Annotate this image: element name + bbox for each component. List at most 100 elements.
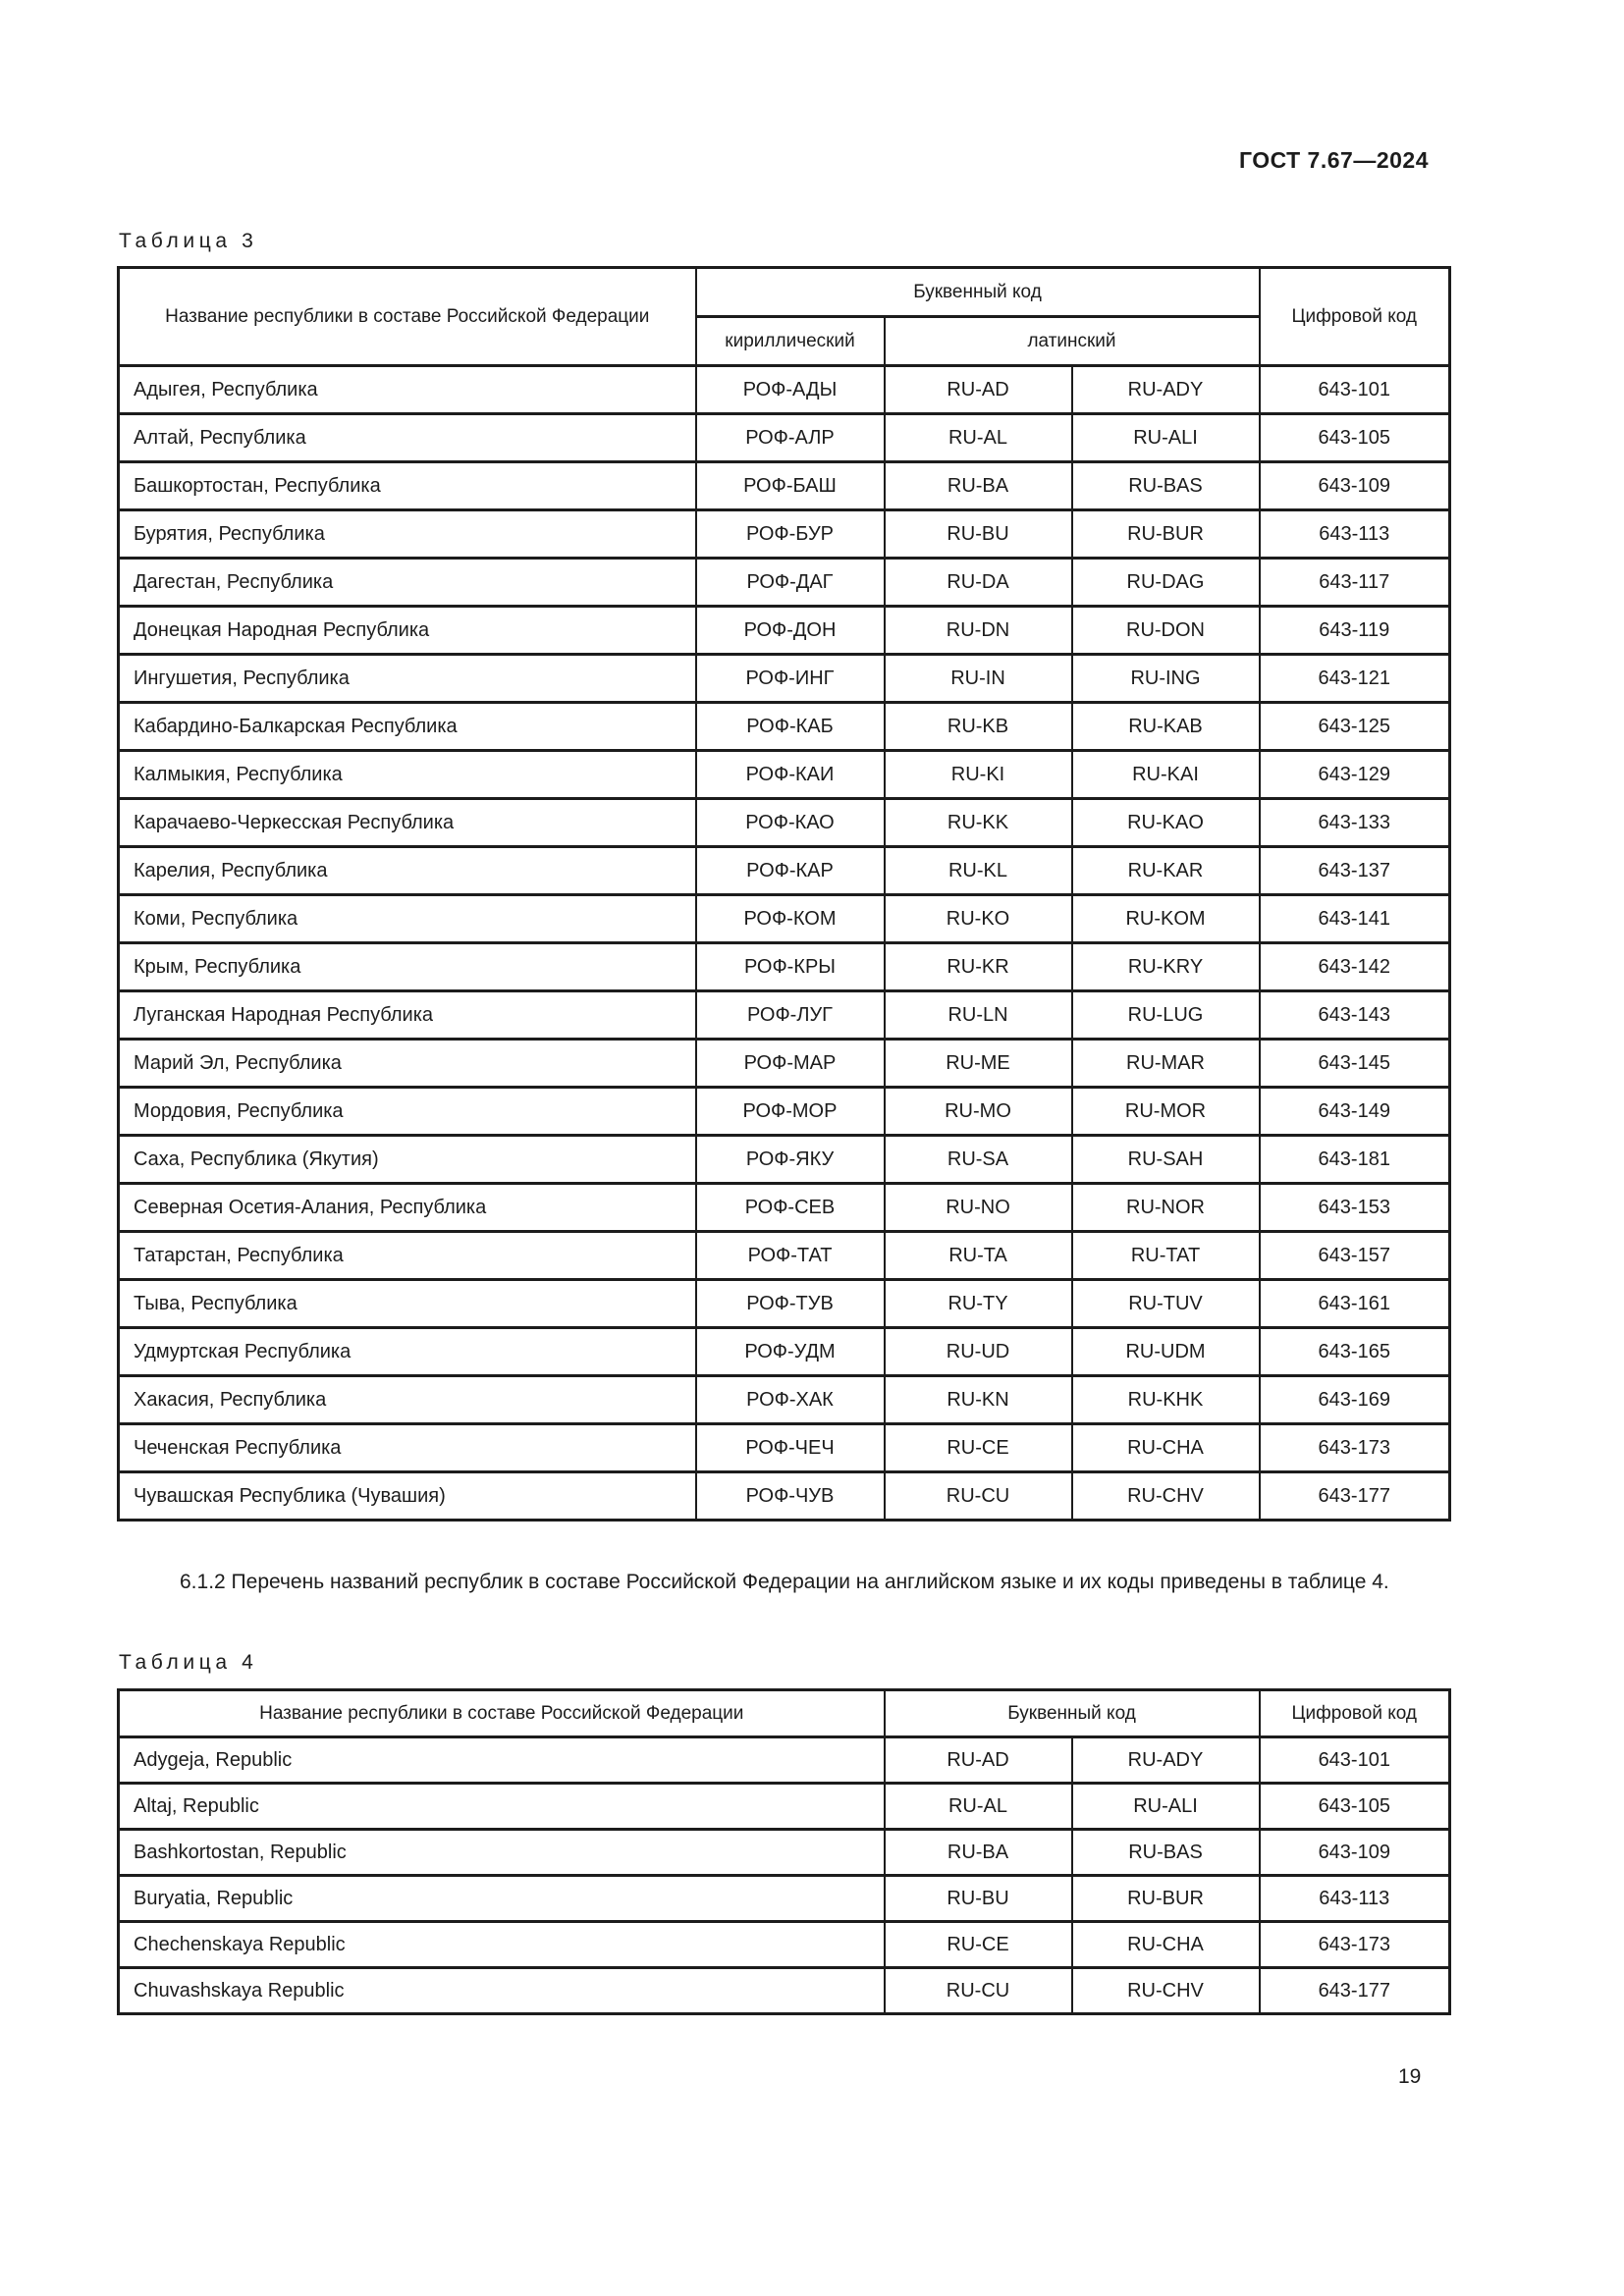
table-row: Chuvashskaya Republic RU-CU RU-CHV 643-177: [117, 1966, 1451, 2015]
latin-code-long-cell: RU-BUR: [1070, 508, 1261, 560]
cyrillic-code-cell: РОФ-ТАТ: [694, 1230, 886, 1281]
republic-name-cell: Карачаево-Черкесская Республика: [117, 797, 697, 848]
table-row: Калмыкия, Республика РОФ-КАИ RU-KI RU-KAI 64…: [117, 749, 1451, 800]
republic-name-cell: Хакасия, Республика: [117, 1374, 697, 1425]
latin-code-long-cell: RU-BUR: [1070, 1874, 1261, 1923]
cyrillic-code-cell: РОФ-МАР: [694, 1038, 886, 1089]
latin-code-short-cell: RU-CU: [883, 1966, 1073, 2015]
table-row: Удмуртская Республика РОФ-УДМ RU-UD RU-UDM 6…: [117, 1326, 1451, 1377]
latin-code-long-cell: RU-KAO: [1070, 797, 1261, 848]
republic-name-cell: Донецкая Народная Республика: [117, 605, 697, 656]
numeric-code-cell: 643-101: [1258, 1735, 1451, 1785]
cyrillic-code-cell: РОФ-ТУВ: [694, 1278, 886, 1329]
numeric-code-cell: 643-125: [1258, 701, 1451, 752]
cyrillic-code-cell: РОФ-УДМ: [694, 1326, 886, 1377]
numeric-code-cell: 643-157: [1258, 1230, 1451, 1281]
latin-code-long-cell: RU-ADY: [1070, 1735, 1261, 1785]
republic-name-cell: Крым, Республика: [117, 941, 697, 992]
latin-code-short-cell: RU-BU: [883, 508, 1073, 560]
table4-body: Adygeja, Republic RU-AD RU-ADY 643-101 Altaj…: [117, 1735, 1451, 2015]
table-row: Карелия, Республика РОФ-КАР RU-KL RU-KAR 643…: [117, 845, 1451, 896]
numeric-code-cell: 643-153: [1258, 1182, 1451, 1233]
republic-name-cell: Altaj, Republic: [117, 1782, 886, 1831]
cyrillic-code-cell: РОФ-КАР: [694, 845, 886, 896]
numeric-code-cell: 643-113: [1258, 1874, 1451, 1923]
table-row: Chechenskaya Republic RU-CE RU-CHA 643-173: [117, 1920, 1451, 1969]
doc-number-header: ГОСТ 7.67—2024: [1238, 147, 1429, 173]
table-row: Buryatia, Republic RU-BU RU-BUR 643-113: [117, 1874, 1451, 1923]
latin-code-long-cell: RU-DAG: [1070, 557, 1261, 608]
latin-code-long-cell: RU-KOM: [1070, 893, 1261, 944]
table3-header-row-1: Название республики в составе Российской…: [117, 266, 1451, 367]
table-row: Дагестан, Республика РОФ-ДАГ RU-DA RU-DAG 64…: [117, 557, 1451, 608]
table3-body: Адыгея, Республика РОФ-АДЫ RU-AD RU-ADY 643-…: [117, 364, 1451, 1522]
table-row: Чеченская Республика РОФ-ЧЕЧ RU-CE RU-CHA 64…: [117, 1422, 1451, 1473]
table-row: Хакасия, Республика РОФ-ХАК RU-KN RU-KHK 643…: [117, 1374, 1451, 1425]
numeric-code-cell: 643-173: [1258, 1920, 1451, 1969]
latin-code-short-cell: RU-BA: [883, 460, 1073, 511]
cyrillic-code-cell: РОФ-КОМ: [694, 893, 886, 944]
latin-code-long-cell: RU-ING: [1070, 653, 1261, 704]
numeric-code-cell: 643-181: [1258, 1134, 1451, 1185]
latin-code-short-cell: RU-BU: [883, 1874, 1073, 1923]
cyrillic-code-cell: РОФ-ДОН: [694, 605, 886, 656]
table3-header: Название республики в составе Российской…: [117, 266, 1451, 367]
cyrillic-code-cell: РОФ-ЧЕЧ: [694, 1422, 886, 1473]
section-6-1-2-paragraph: 6.1.2 Перечень названий республик в сост…: [180, 1571, 1389, 1593]
table-row: Adygeja, Republic RU-AD RU-ADY 643-101: [117, 1735, 1451, 1785]
latin-code-short-cell: RU-KI: [883, 749, 1073, 800]
cyrillic-code-cell: РОФ-ИНГ: [694, 653, 886, 704]
republic-name-cell: Buryatia, Republic: [117, 1874, 886, 1923]
latin-code-long-cell: RU-ALI: [1070, 412, 1261, 463]
latin-code-long-cell: RU-ALI: [1070, 1782, 1261, 1831]
numeric-code-cell: 643-121: [1258, 653, 1451, 704]
numeric-code-cell: 643-143: [1258, 989, 1451, 1041]
latin-code-short-cell: RU-SA: [883, 1134, 1073, 1185]
table-row: Адыгея, Республика РОФ-АДЫ RU-AD RU-ADY 643-…: [117, 364, 1451, 415]
table3-header-latin: латинский: [883, 315, 1261, 367]
table3-header-numeric-code: Цифровой код: [1258, 266, 1451, 367]
latin-code-long-cell: RU-KAI: [1070, 749, 1261, 800]
latin-code-long-cell: RU-KAB: [1070, 701, 1261, 752]
table-row: Саха, Республика (Якутия) РОФ-ЯКУ RU-SA RU-…: [117, 1134, 1451, 1185]
numeric-code-cell: 643-105: [1258, 412, 1451, 463]
latin-code-long-cell: RU-LUG: [1070, 989, 1261, 1041]
latin-code-long-cell: RU-MAR: [1070, 1038, 1261, 1089]
cyrillic-code-cell: РОФ-БУР: [694, 508, 886, 560]
latin-code-short-cell: RU-KO: [883, 893, 1073, 944]
table4-header-letter-code: Буквенный код: [883, 1688, 1261, 1738]
numeric-code-cell: 643-113: [1258, 508, 1451, 560]
republic-name-cell: Калмыкия, Республика: [117, 749, 697, 800]
republic-name-cell: Мордовия, Республика: [117, 1086, 697, 1137]
latin-code-short-cell: RU-KR: [883, 941, 1073, 992]
latin-code-long-cell: RU-BAS: [1070, 1828, 1261, 1877]
republic-name-cell: Chechenskaya Republic: [117, 1920, 886, 1969]
cyrillic-code-cell: РОФ-ЧУВ: [694, 1470, 886, 1522]
table-row: Ингушетия, Республика РОФ-ИНГ RU-IN RU-ING 6…: [117, 653, 1451, 704]
republic-name-cell: Татарстан, Республика: [117, 1230, 697, 1281]
latin-code-short-cell: RU-MO: [883, 1086, 1073, 1137]
table-row: Мордовия, Республика РОФ-МОР RU-MO RU-MOR 64…: [117, 1086, 1451, 1137]
latin-code-long-cell: RU-KAR: [1070, 845, 1261, 896]
numeric-code-cell: 643-141: [1258, 893, 1451, 944]
republic-name-cell: Марий Эл, Республика: [117, 1038, 697, 1089]
latin-code-short-cell: RU-AL: [883, 1782, 1073, 1831]
numeric-code-cell: 643-109: [1258, 1828, 1451, 1877]
latin-code-short-cell: RU-BA: [883, 1828, 1073, 1877]
table-row: Северная Осетия-Алания, Республика РОФ-СЕ…: [117, 1182, 1451, 1233]
latin-code-long-cell: RU-DON: [1070, 605, 1261, 656]
numeric-code-cell: 643-165: [1258, 1326, 1451, 1377]
table3-republic-codes: Название республики в составе Российской…: [117, 266, 1451, 1522]
table-row: Чувашская Республика (Чувашия) РОФ-ЧУВ RU-…: [117, 1470, 1451, 1522]
latin-code-long-cell: RU-CHV: [1070, 1470, 1261, 1522]
table4-header-name: Название республики в составе Российской…: [117, 1688, 886, 1738]
cyrillic-code-cell: РОФ-ЛУГ: [694, 989, 886, 1041]
latin-code-short-cell: RU-CU: [883, 1470, 1073, 1522]
cyrillic-code-cell: РОФ-ДАГ: [694, 557, 886, 608]
table-row: Луганская Народная Республика РОФ-ЛУГ RU-L…: [117, 989, 1451, 1041]
table3-header-cyrillic: кириллический: [694, 315, 886, 367]
table-row: Крым, Республика РОФ-КРЫ RU-KR RU-KRY 643-14…: [117, 941, 1451, 992]
numeric-code-cell: 643-149: [1258, 1086, 1451, 1137]
latin-code-long-cell: RU-ADY: [1070, 364, 1261, 415]
